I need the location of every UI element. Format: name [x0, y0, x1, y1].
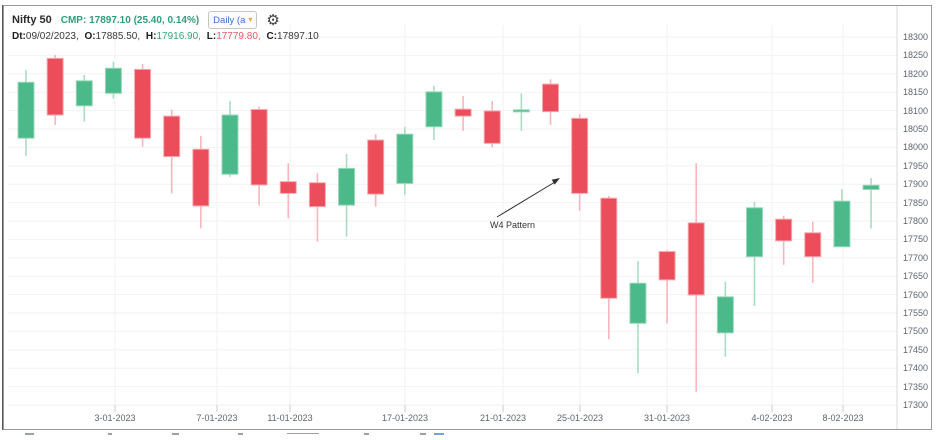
- price-axis-label: 17750: [903, 234, 929, 245]
- candlestick[interactable]: [279, 181, 297, 194]
- candlestick[interactable]: [308, 182, 326, 208]
- price-axis-label: 17350: [903, 381, 929, 392]
- candlestick[interactable]: [658, 251, 676, 281]
- price-axis-label: 18000: [903, 142, 929, 153]
- candlestick[interactable]: [629, 282, 647, 324]
- price-axis-label: 18050: [903, 124, 929, 134]
- price-axis-label: 17700: [903, 252, 929, 263]
- price-axis-label: 17450: [903, 344, 929, 355]
- chart-header: Nifty 50 CMP: 17897.10 (25.40, 0.14%) Da…: [12, 11, 280, 29]
- candlestick[interactable]: [163, 115, 181, 158]
- price-axis-label: 17600: [903, 289, 929, 300]
- panel-frame: [3, 5, 932, 430]
- price-axis-label: 18100: [903, 105, 929, 116]
- candlestick[interactable]: [746, 207, 763, 258]
- date-axis-label: 4-02-2023: [751, 413, 793, 423]
- price-axis-label: 17550: [903, 308, 929, 318]
- price-axis-label: 17950: [903, 160, 929, 171]
- price-axis-label: 17900: [903, 179, 929, 190]
- candlestick[interactable]: [338, 167, 356, 206]
- date-axis[interactable]: 3-01-2023 7-01-2023 11-01-2023 17-01-2023 21…: [0, 413, 939, 429]
- interval-dropdown[interactable]: Daily (a ▾: [208, 11, 258, 29]
- candlestick[interactable]: [600, 197, 618, 299]
- candlestick[interactable]: [221, 114, 239, 175]
- candlestick[interactable]: [862, 184, 880, 191]
- clipped-bottom-row: [0, 433, 939, 438]
- ohlc-readout: Dt:09/02/2023, O:17885.50, H:17916.90, L…: [12, 31, 322, 42]
- cmp-readout: CMP: 17897.10 (25.40, 0.14%): [60, 14, 200, 26]
- candlestick[interactable]: [804, 232, 822, 258]
- candlestick[interactable]: [396, 133, 414, 184]
- date-axis-label: 25-01-2023: [556, 413, 604, 423]
- candlestick[interactable]: [542, 83, 560, 113]
- candlestick[interactable]: [46, 57, 64, 116]
- annotation-arrowhead: [551, 178, 560, 185]
- price-axis-label: 17650: [903, 271, 929, 282]
- date-axis-label: 21-01-2023: [479, 413, 527, 423]
- candlestick[interactable]: [367, 139, 385, 195]
- chevron-down-icon: ▾: [248, 15, 253, 24]
- price-axis-label: 17300: [903, 400, 929, 410]
- date-axis-label: 8-02-2023: [822, 413, 864, 423]
- ohlc-low: L:17779.80,: [206, 31, 261, 42]
- candlestick[interactable]: [571, 117, 589, 194]
- date-axis-label: 7-01-2023: [196, 413, 238, 423]
- candlestick[interactable]: [425, 91, 443, 128]
- price-axis-label: 17500: [903, 326, 929, 337]
- price-axis-label: 18300: [903, 32, 929, 42]
- price-axis-label: 18200: [903, 68, 929, 79]
- price-axis-label: 18250: [903, 50, 929, 61]
- price-axis-label: 17400: [903, 363, 929, 374]
- candlestick[interactable]: [716, 296, 734, 334]
- candlestick[interactable]: [250, 108, 268, 186]
- price-axis-label: 17850: [903, 197, 929, 208]
- candlestick[interactable]: [775, 218, 793, 242]
- annotation-w4-pattern[interactable]: W4 Pattern: [490, 220, 536, 230]
- candlestick[interactable]: [75, 80, 93, 107]
- candlestick[interactable]: [483, 110, 501, 144]
- candlestick[interactable]: [192, 148, 210, 207]
- ohlc-date: Dt:09/02/2023,: [12, 31, 79, 42]
- ohlc-open: O:17885.50,: [84, 31, 141, 42]
- candlestick[interactable]: [454, 108, 472, 117]
- price-axis-label: 17800: [903, 216, 929, 226]
- price-axis-label: 18150: [903, 87, 929, 98]
- ohlc-high: H:17916.90,: [145, 31, 201, 42]
- annotation-arrow[interactable]: [496, 181, 556, 218]
- candlestick[interactable]: [134, 68, 152, 139]
- symbol-title: Nifty 50: [12, 14, 52, 26]
- price-axis[interactable]: 18300 18250 18200 18150 18100 18050 18000 17950…: [899, 0, 933, 440]
- interval-dropdown-label: Daily (a: [213, 14, 246, 26]
- date-axis-label: 17-01-2023: [381, 413, 429, 423]
- candlestick[interactable]: [104, 67, 122, 94]
- date-axis-label: 11-01-2023: [267, 413, 313, 423]
- candlestick[interactable]: [833, 200, 851, 248]
- date-axis-label: 31-01-2023: [643, 413, 691, 423]
- date-axis-label: 3-01-2023: [94, 413, 136, 423]
- candlestick[interactable]: [512, 109, 530, 113]
- ohlc-close: C:17897.10: [266, 31, 319, 42]
- candlestick[interactable]: [17, 81, 35, 139]
- gear-icon[interactable]: ⚙: [266, 11, 280, 29]
- candlestick[interactable]: [687, 222, 705, 296]
